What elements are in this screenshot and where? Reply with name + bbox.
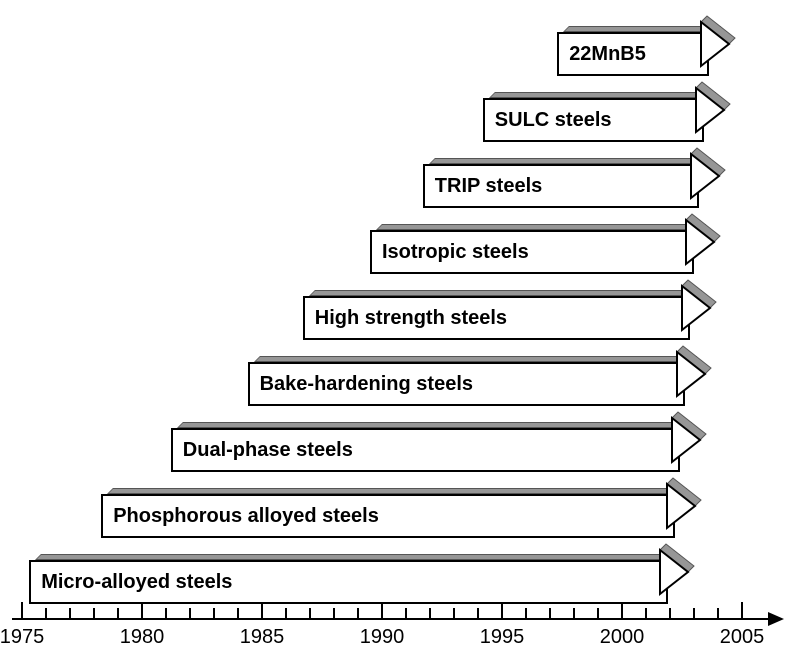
- timeline-bar: Dual-phase steels: [171, 428, 706, 472]
- tick-minor: [573, 608, 575, 618]
- x-axis-arrowhead-icon: [768, 612, 786, 631]
- tick-major: [261, 602, 263, 618]
- tick-minor: [213, 608, 215, 618]
- tick-label: 1995: [480, 626, 525, 649]
- tick-label: 2000: [600, 626, 645, 649]
- bar-body: Bake-hardening steels: [248, 362, 685, 406]
- timeline-bar: Bake-hardening steels: [248, 362, 711, 406]
- tick-label: 1975: [0, 626, 44, 649]
- bar-label: Micro-alloyed steels: [41, 571, 232, 594]
- bar-label: Dual-phase steels: [183, 439, 353, 462]
- timeline-bar: 22MnB5: [557, 32, 735, 76]
- tick-minor: [453, 608, 455, 618]
- x-axis: [12, 618, 770, 620]
- timeline-bar: TRIP steels: [423, 164, 725, 208]
- tick-minor: [693, 608, 695, 618]
- tick-minor: [93, 608, 95, 618]
- tick-label: 2005: [720, 626, 765, 649]
- tick-minor: [525, 608, 527, 618]
- tick-major: [141, 602, 143, 618]
- tick-minor: [189, 608, 191, 618]
- timeline-bar: Isotropic steels: [370, 230, 720, 274]
- bar-label: Phosphorous alloyed steels: [113, 505, 379, 528]
- tick-major: [621, 602, 623, 618]
- tick-minor: [69, 608, 71, 618]
- bar-label: SULC steels: [495, 109, 612, 132]
- timeline-chart: 1975 1980 1985 1990 1995 2000 2005 Micro-alloye…: [0, 0, 790, 665]
- tick-minor: [549, 608, 551, 618]
- tick-major: [381, 602, 383, 618]
- tick-minor: [597, 608, 599, 618]
- bar-label: Bake-hardening steels: [260, 373, 473, 396]
- timeline-bar: Phosphorous alloyed steels: [101, 494, 701, 538]
- bar-body: Micro-alloyed steels: [29, 560, 668, 604]
- bar-body: Dual-phase steels: [171, 428, 680, 472]
- timeline-bar: High strength steels: [303, 296, 716, 340]
- bar-label: Isotropic steels: [382, 241, 529, 264]
- bar-body: TRIP steels: [423, 164, 699, 208]
- timeline-bar: Micro-alloyed steels: [29, 560, 694, 604]
- tick-minor: [717, 608, 719, 618]
- tick-minor: [357, 608, 359, 618]
- tick-minor: [285, 608, 287, 618]
- tick-minor: [117, 608, 119, 618]
- tick-minor: [429, 608, 431, 618]
- tick-label: 1990: [360, 626, 405, 649]
- tick-label: 1985: [240, 626, 285, 649]
- bar-label: 22MnB5: [569, 43, 646, 66]
- tick-minor: [237, 608, 239, 618]
- bar-label: TRIP steels: [435, 175, 542, 198]
- tick-minor: [333, 608, 335, 618]
- tick-major: [21, 602, 23, 618]
- bar-body: Isotropic steels: [370, 230, 694, 274]
- tick-label: 1980: [120, 626, 165, 649]
- tick-minor: [645, 608, 647, 618]
- bar-body: High strength steels: [303, 296, 690, 340]
- tick-minor: [405, 608, 407, 618]
- timeline-bar: SULC steels: [483, 98, 730, 142]
- bar-label: High strength steels: [315, 307, 507, 330]
- tick-minor: [477, 608, 479, 618]
- tick-minor: [45, 608, 47, 618]
- tick-major: [741, 602, 743, 618]
- tick-minor: [165, 608, 167, 618]
- tick-major: [501, 602, 503, 618]
- bar-body: 22MnB5: [557, 32, 709, 76]
- tick-minor: [309, 608, 311, 618]
- bar-body: Phosphorous alloyed steels: [101, 494, 675, 538]
- tick-minor: [669, 608, 671, 618]
- bar-body: SULC steels: [483, 98, 704, 142]
